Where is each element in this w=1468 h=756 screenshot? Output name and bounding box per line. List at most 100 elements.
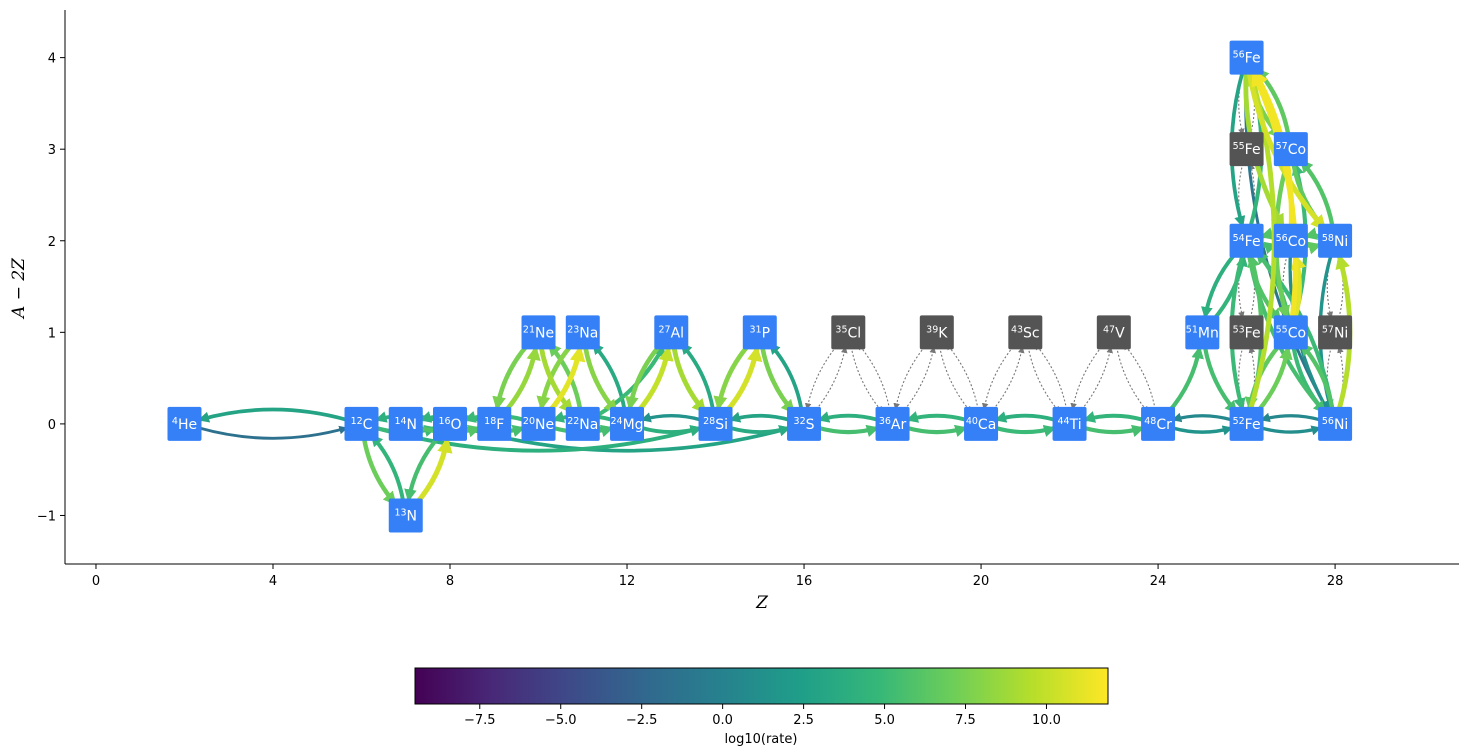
nuclide-box <box>964 406 999 441</box>
nuclide-element: N <box>407 508 417 524</box>
nuclide-node-ar36: 36Ar <box>875 406 910 441</box>
nuclide-element: N <box>407 417 417 433</box>
nuclide-box <box>1141 406 1176 441</box>
nuclide-node-ti44: 44Ti <box>1052 406 1087 441</box>
nuclide-label: 48Cr <box>1144 416 1172 433</box>
nuclide-label: 12C <box>351 416 373 433</box>
nuclide-box <box>875 406 910 441</box>
nuclide-mass-number: 35 <box>835 324 847 335</box>
nuclide-element: Fe <box>1245 325 1261 341</box>
nuclide-element: Ne <box>535 417 554 433</box>
nuclide-node-s32: 32S <box>787 406 822 441</box>
nuclide-mass-number: 52 <box>1233 416 1245 427</box>
nuclide-mass-number: 22 <box>567 416 579 427</box>
nuclide-mass-number: 40 <box>966 416 978 427</box>
nuclide-mass-number: 44 <box>1058 416 1070 427</box>
nuclide-node-f18: 18F <box>477 406 512 441</box>
nuclide-node-fe53: 53Fe <box>1229 315 1264 350</box>
nuclide-box <box>1229 40 1264 75</box>
nuclide-mass-number: 43 <box>1011 324 1023 335</box>
nuclide-node-fe52: 52Fe <box>1229 406 1264 441</box>
nuclide-node-n14: 14N <box>388 406 423 441</box>
colorbar-tick-label: 10.0 <box>1032 713 1061 728</box>
nuclide-element: Mg <box>623 417 644 433</box>
nuclide-node-n13: 13N <box>388 498 423 533</box>
nuclide-label: 18F <box>484 416 504 433</box>
nuclide-box <box>1229 406 1264 441</box>
nuclide-box <box>433 406 468 441</box>
nuclide-mass-number: 31 <box>750 324 762 335</box>
approx-link-k39-ca40 <box>939 346 972 414</box>
rate-link-cr48-ti44 <box>1082 411 1145 423</box>
nuclide-node-v47: 47V <box>1096 315 1131 350</box>
colorbar: −7.5 −5.0 −2.5 0.0 2.5 5.0 7.5 10.0 log10(rate) <box>414 667 1109 747</box>
nuclide-node-al27: 27Al <box>654 315 689 350</box>
rate-link-ca40-ar36 <box>905 411 968 423</box>
x-tick-label: 24 <box>1150 574 1167 589</box>
nuclide-node-si28: 28Si <box>698 406 733 441</box>
nuclide-mass-number: 4 <box>172 416 178 427</box>
nuclide-mass-number: 23 <box>567 324 579 335</box>
nuclide-element: Na <box>579 325 598 341</box>
nuclide-node-mn51: 51Mn <box>1185 315 1220 350</box>
nuclide-element: Fe <box>1245 234 1261 250</box>
y-tick-label: 4 <box>48 52 56 67</box>
nuclide-mass-number: 14 <box>394 416 406 427</box>
nuclide-element: Co <box>1288 325 1306 341</box>
rate-link-ni56-fe52 <box>1260 412 1322 423</box>
y-axis-title: A − 2Z <box>9 257 29 320</box>
nuclide-element: Ar <box>891 417 907 433</box>
nuclide-label: 31P <box>750 324 771 341</box>
nuclide-element: Sc <box>1023 325 1040 341</box>
nuclide-node-k39: 39K <box>919 315 954 350</box>
nuclide-element: P <box>762 325 770 341</box>
nuclide-label: 28Si <box>703 416 728 433</box>
x-tick-label: 28 <box>1327 574 1344 589</box>
nuclide-label: 44Ti <box>1058 416 1082 433</box>
colorbar-tick-label: −5.0 <box>545 713 577 728</box>
colorbar-tick-label: 5.0 <box>874 713 895 728</box>
nuclide-label: 58Ni <box>1322 233 1348 250</box>
colorbar-tick-label: −2.5 <box>626 713 658 728</box>
nuclide-node-fe54: 54Fe <box>1229 223 1264 258</box>
nuclide-box <box>1096 315 1131 350</box>
colorbar-label: log10(rate) <box>725 732 798 747</box>
nuclide-node-ca40: 40Ca <box>964 406 999 441</box>
nuclide-box <box>1318 406 1353 441</box>
nuclide-mass-number: 56 <box>1276 233 1288 244</box>
nuclide-mass-number: 58 <box>1322 233 1334 244</box>
approx-link-cr48-v47 <box>1123 343 1156 410</box>
rate-link-ti44-ca40 <box>994 411 1056 423</box>
y-tick-label: 3 <box>48 143 56 158</box>
nuclide-label: 52Fe <box>1233 416 1261 433</box>
nuclide-label: 55Co <box>1276 324 1306 341</box>
rate-link-ar36-ca40 <box>906 424 968 438</box>
approx-link-cl35-s32 <box>804 343 840 410</box>
nuclide-element: V <box>1115 325 1125 341</box>
nuclide-node-he4: 4He <box>167 406 202 441</box>
nuclide-box <box>388 406 423 441</box>
nuclide-node-o16: 16O <box>433 406 468 441</box>
nuclide-element: Na <box>579 417 598 433</box>
nuclide-node-sc43: 43Sc <box>1008 315 1043 350</box>
nuclide-mass-number: 18 <box>484 416 496 427</box>
nuclide-label: 22Na <box>567 416 598 433</box>
nuclide-mass-number: 21 <box>523 324 535 335</box>
x-tick-label: 4 <box>269 574 277 589</box>
rate-link-ar36-s32 <box>817 411 879 423</box>
nuclide-box <box>565 315 600 350</box>
nuclide-mass-number: 57 <box>1276 141 1288 152</box>
nuclide-box <box>831 315 866 350</box>
nuclide-box <box>1273 223 1308 258</box>
nuclide-element: Ni <box>1334 325 1348 341</box>
nuclide-box <box>787 406 822 441</box>
y-tick-label: 1 <box>48 326 56 341</box>
nuclide-box <box>742 315 777 350</box>
nuclide-box <box>1008 315 1043 350</box>
nuclide-label: 21Ne <box>523 324 554 341</box>
nuclide-node-ne20: 20Ne <box>521 406 556 441</box>
approx-link-cl35-ar36 <box>850 346 884 414</box>
nuclide-node-co56: 56Co <box>1273 223 1308 258</box>
nuclide-node-cr48: 48Cr <box>1141 406 1176 441</box>
